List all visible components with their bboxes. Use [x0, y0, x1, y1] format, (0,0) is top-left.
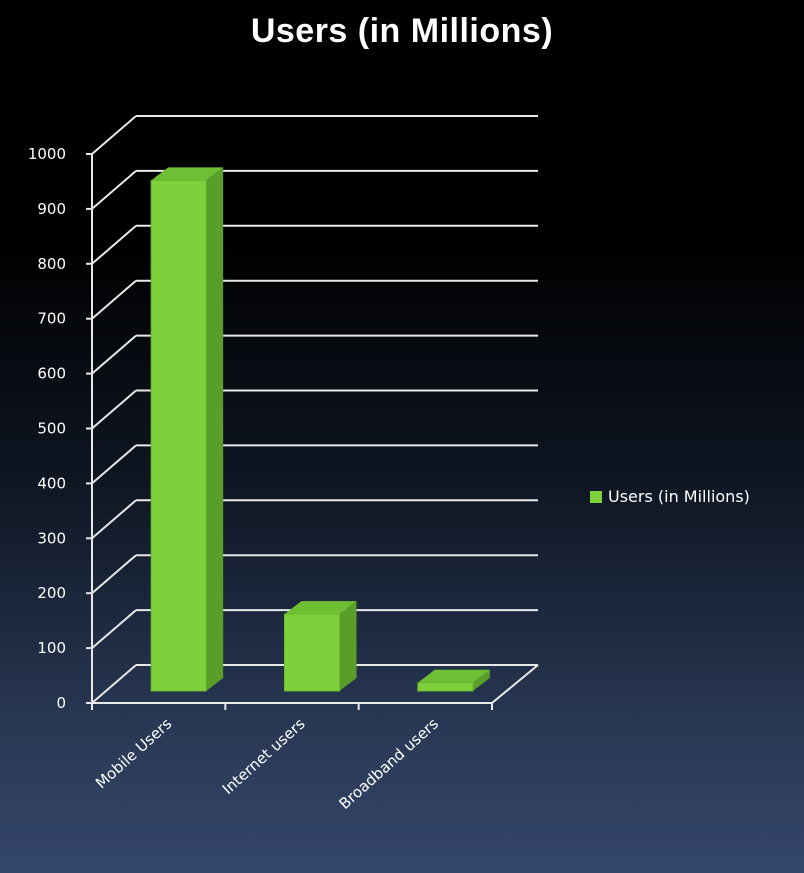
x-tick-label: Mobile Users — [92, 714, 176, 792]
gridline-side — [91, 499, 137, 540]
gridline-side — [91, 170, 137, 210]
y-tick-label: 900 — [37, 200, 66, 218]
bar — [284, 601, 357, 692]
bar — [150, 167, 224, 692]
legend-swatch — [590, 490, 602, 503]
gridline-side — [91, 444, 137, 485]
gridline-side — [91, 225, 137, 265]
y-tick-label: 800 — [37, 255, 66, 273]
y-tick-label: 500 — [37, 420, 66, 438]
x-tick-label: Broadband users — [336, 714, 443, 813]
y-tick-label: 0 — [56, 694, 66, 712]
gridline-side — [91, 115, 137, 155]
y-tick-label: 700 — [37, 310, 66, 328]
y-tick-label: 200 — [37, 584, 66, 602]
bars — [150, 167, 490, 692]
y-tick-label: 300 — [37, 529, 66, 547]
y-tick-label: 400 — [37, 474, 66, 492]
x-tick-label: Internet users — [219, 714, 309, 798]
gridline-side — [91, 334, 137, 375]
gridline-side — [91, 664, 137, 704]
chart-title: Users (in Millions) — [250, 12, 554, 50]
gridline-side — [91, 609, 137, 649]
y-tick-label: 1000 — [28, 145, 66, 163]
axes — [86, 153, 539, 710]
axis-labels: 0 100 200 300 400 500 600 700 800 900 1000 Mobile U… — [28, 145, 442, 813]
gridline-side — [91, 389, 137, 430]
floor-edge — [491, 664, 539, 704]
legend: Users (in Millions) — [590, 487, 750, 506]
gridline-side — [91, 554, 137, 594]
y-tick-label: 600 — [37, 365, 66, 383]
y-tick-label: 100 — [37, 639, 66, 657]
gridline-side — [91, 279, 137, 320]
bar — [417, 669, 490, 692]
legend-label: Users (in Millions) — [608, 487, 750, 506]
